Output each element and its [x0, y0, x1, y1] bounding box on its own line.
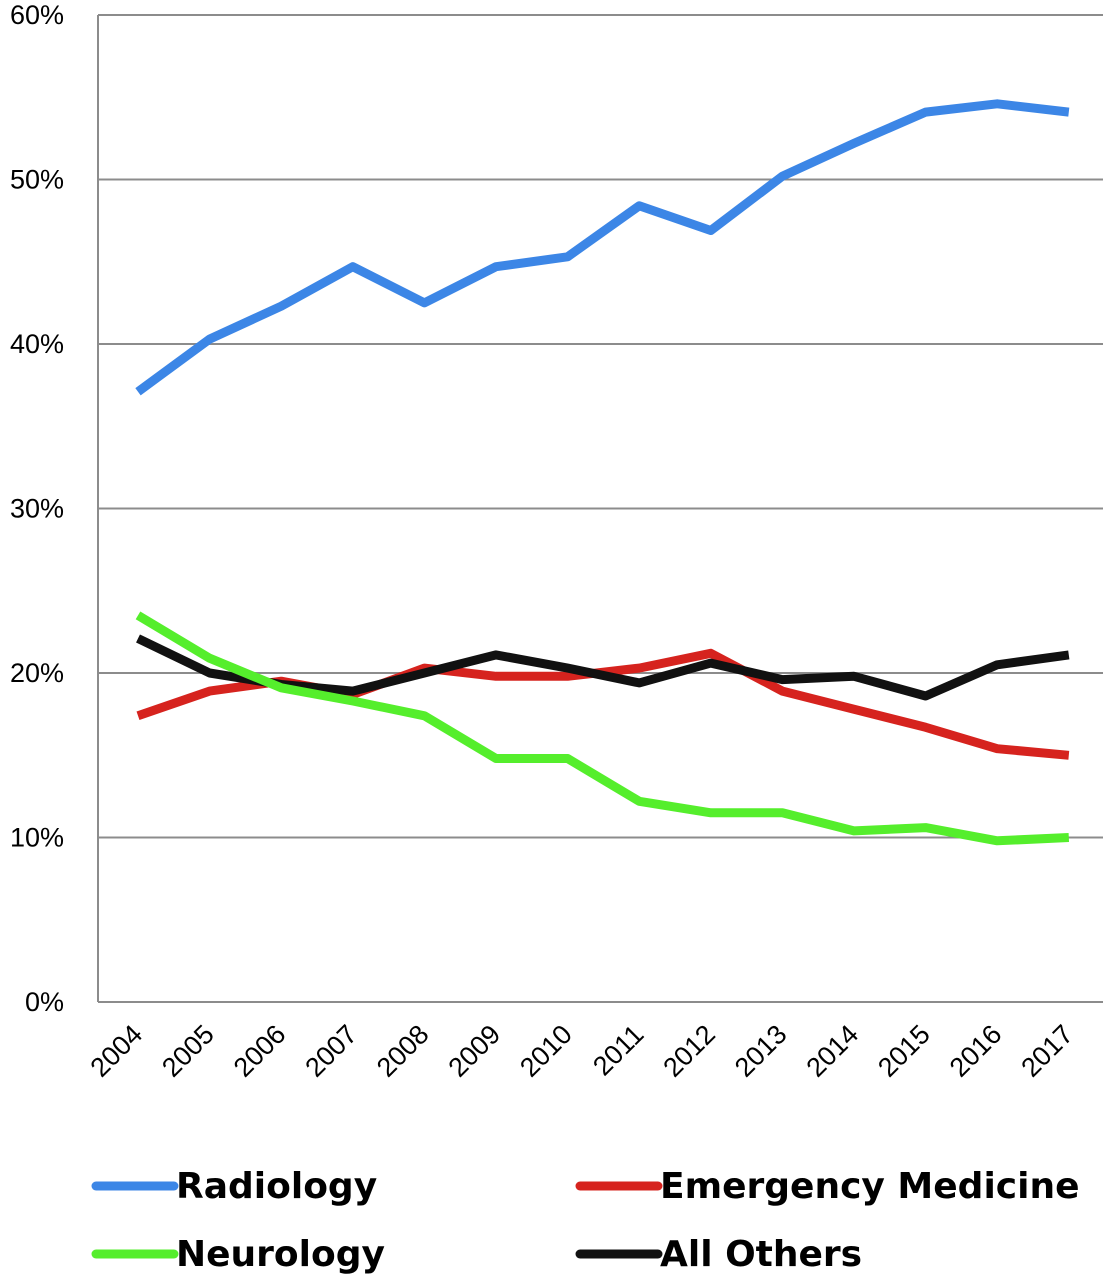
x-tick-label: 2004 [85, 1019, 149, 1083]
x-tick-label: 2010 [514, 1019, 578, 1083]
series-line-neurology [135, 611, 1070, 846]
x-tick-label: 2014 [801, 1019, 865, 1083]
y-tick-label: 60% [10, 0, 64, 30]
y-tick-label: 30% [10, 494, 64, 524]
x-tick-label: 2013 [729, 1019, 793, 1083]
legend: Radiology Emergency Medicine Neurology All … [91, 1166, 1080, 1275]
y-tick-label: 50% [10, 165, 64, 195]
x-tick-label: 2016 [944, 1019, 1008, 1083]
x-tick-label: 2007 [299, 1019, 363, 1083]
series-line-radiology [135, 99, 1070, 396]
series-line-emergency-medicine [136, 648, 1070, 760]
axes [97, 15, 1103, 1003]
x-tick-label: 2011 [587, 1019, 649, 1081]
legend-label-emergency-medicine: Emergency Medicine [660, 1166, 1080, 1207]
y-tick-label: 0% [25, 987, 64, 1017]
x-tick-label: 2017 [1015, 1019, 1079, 1083]
legend-label-all-others: All Others [660, 1234, 862, 1275]
y-axis-ticks: 0% 10% 20% 30% 40% 50% 60% [10, 0, 64, 1017]
gridlines [98, 14, 1103, 839]
legend-label-neurology: Neurology [176, 1234, 385, 1275]
y-tick-label: 10% [10, 823, 64, 853]
x-tick-label: 2009 [443, 1019, 507, 1083]
x-tick-label: 2005 [156, 1019, 220, 1083]
x-axis-ticks: 2004 2005 2006 2007 2008 2009 2010 2011 2012 2013… [85, 1019, 1079, 1083]
y-tick-label: 20% [10, 658, 64, 688]
legend-label-radiology: Radiology [176, 1166, 377, 1207]
x-tick-label: 2008 [371, 1019, 435, 1083]
x-tick-label: 2015 [872, 1019, 936, 1083]
x-tick-label: 2012 [657, 1019, 721, 1083]
x-tick-label: 2006 [228, 1019, 292, 1083]
y-tick-label: 40% [10, 329, 64, 359]
series-lines [135, 99, 1070, 846]
